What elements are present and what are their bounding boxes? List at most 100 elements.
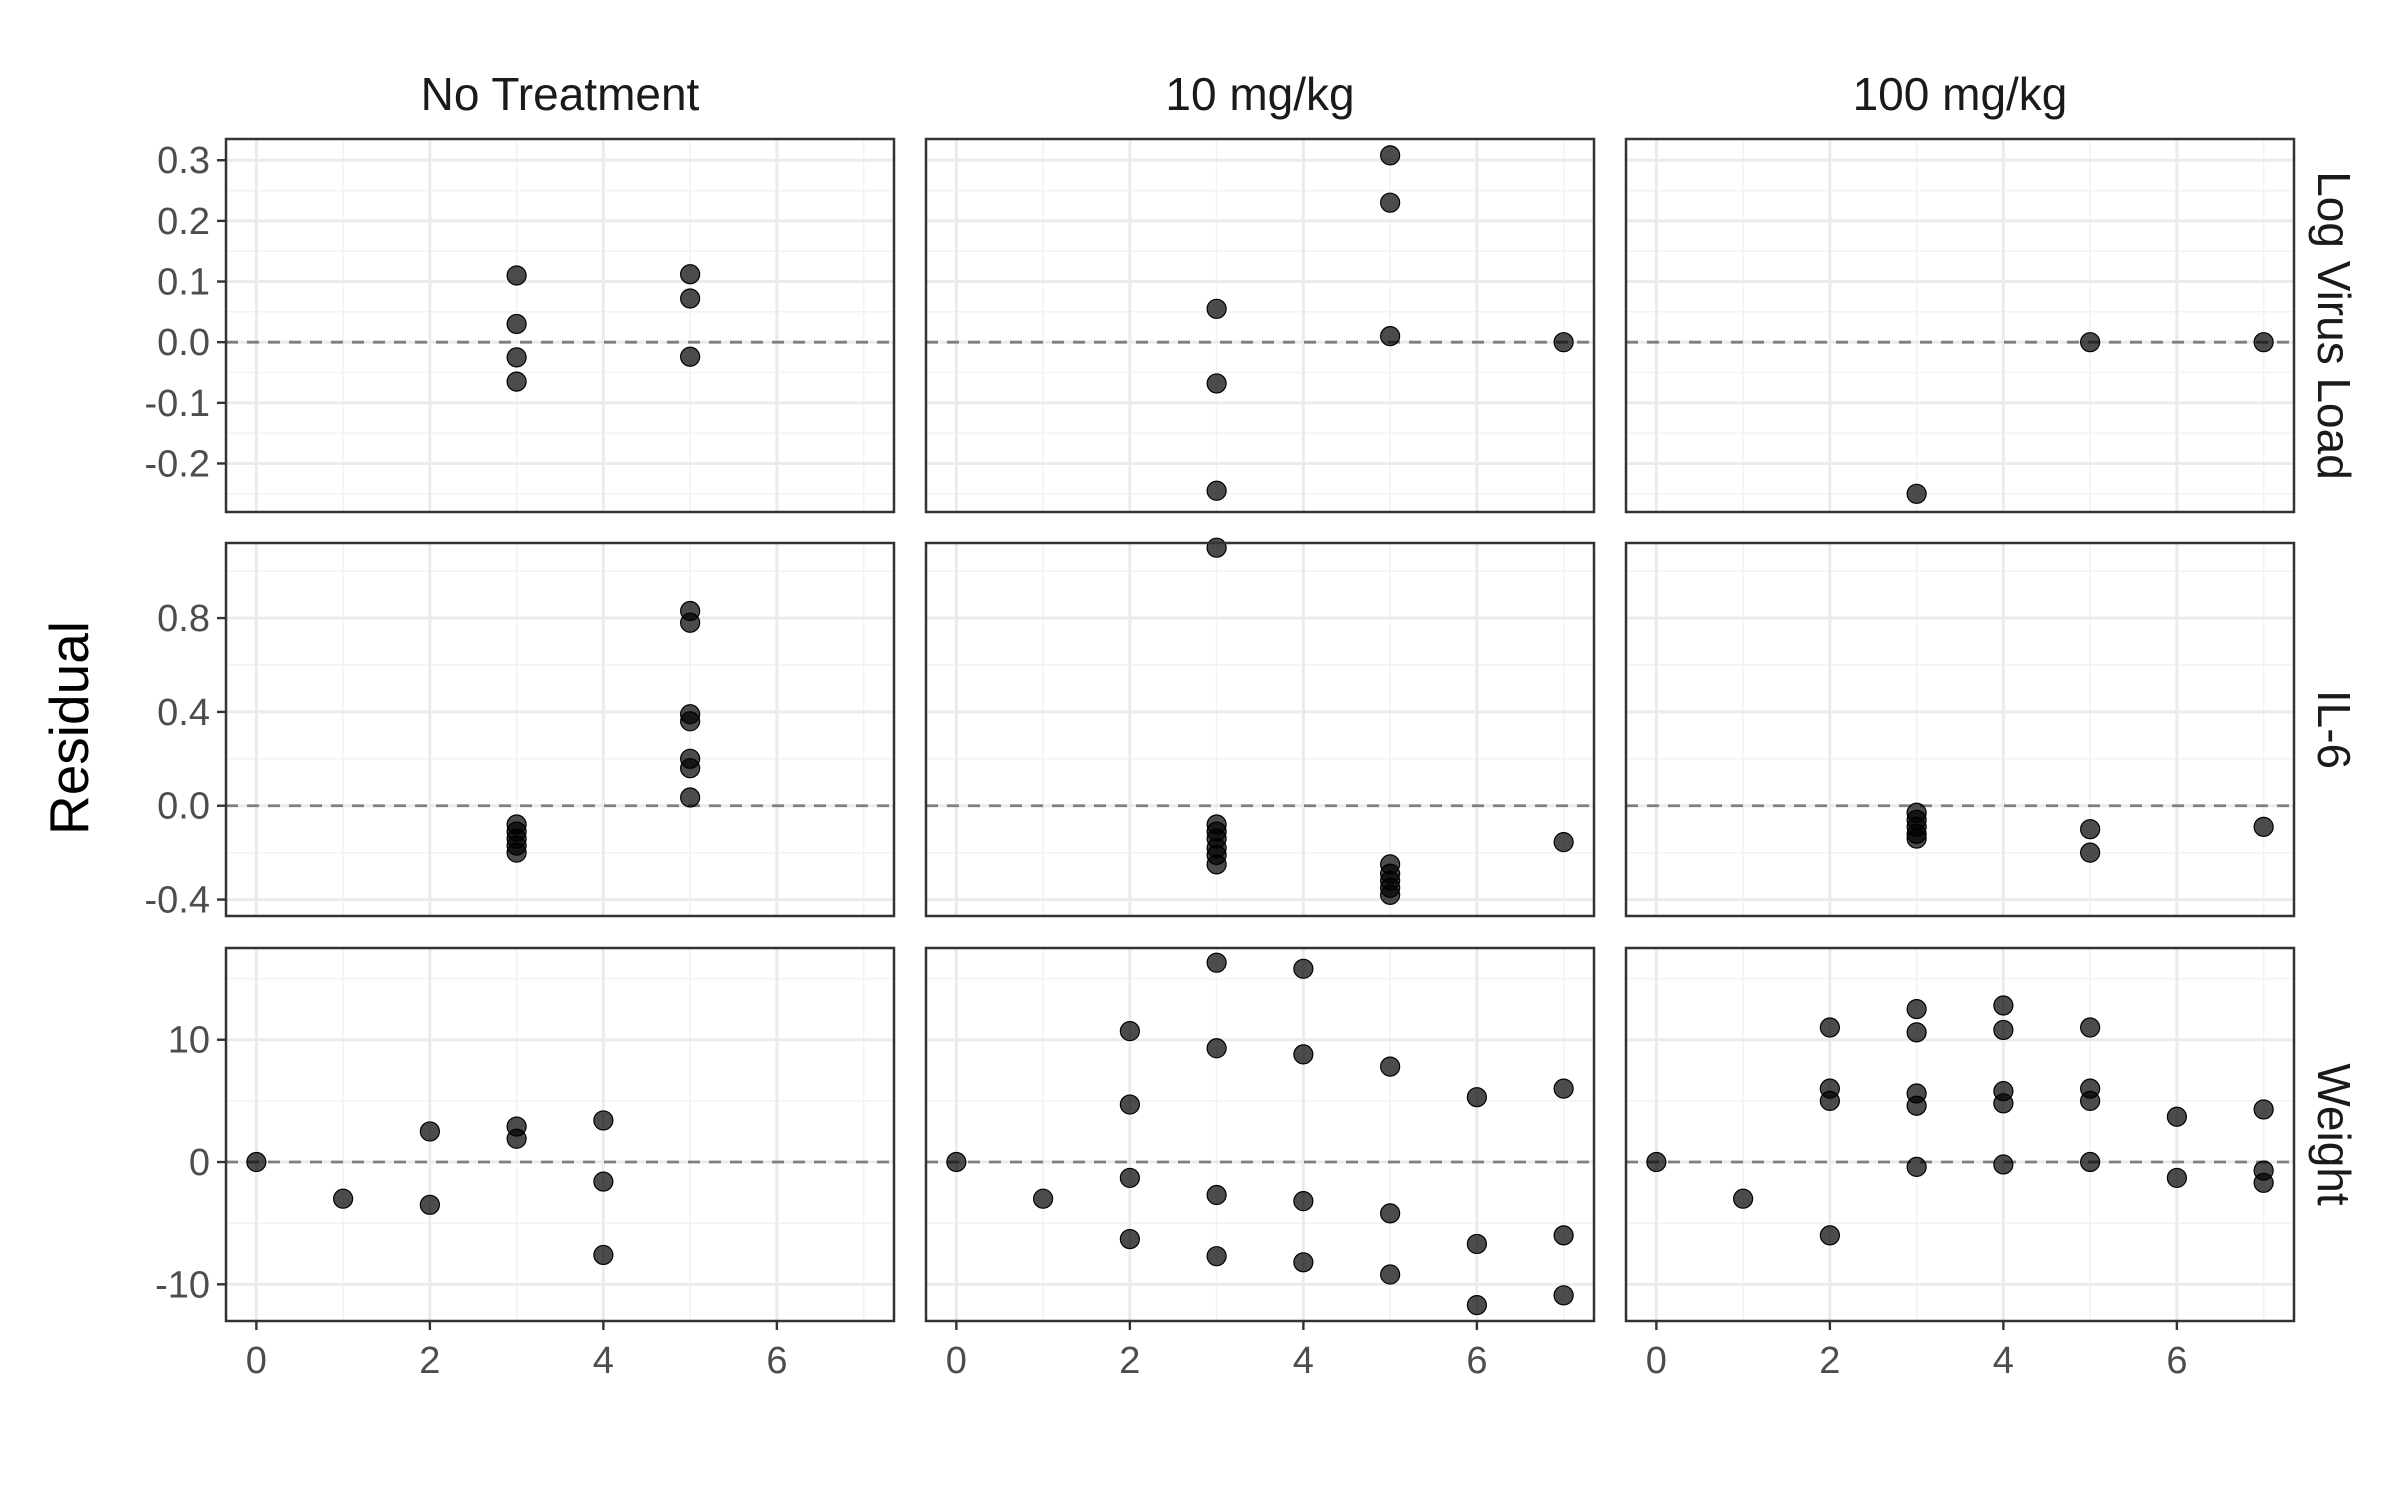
x-tick-label: 0 xyxy=(1646,1340,1667,1382)
data-point xyxy=(1293,958,1314,979)
x-tick-label: 2 xyxy=(419,1340,440,1382)
panel-background xyxy=(1626,139,2294,512)
data-point xyxy=(2080,1090,2101,1111)
data-point xyxy=(1553,832,1574,853)
facet-panels: No Treatment 10 mg/kg 100 mg/kg Log Virus L… xyxy=(145,68,2360,1382)
data-point xyxy=(1906,828,1927,849)
data-point xyxy=(1380,884,1401,905)
data-point xyxy=(2253,816,2274,837)
facet-row-label-il-6: IL-6 xyxy=(2308,690,2360,769)
data-point xyxy=(593,1110,614,1131)
y-tick-label: -10 xyxy=(155,1264,210,1306)
data-point xyxy=(1906,1156,1927,1178)
panel-il-6-100-mg-kg xyxy=(1624,541,2296,918)
panel-weight-no-treatment xyxy=(224,946,896,1323)
panel-border xyxy=(224,541,896,918)
data-point xyxy=(1993,1019,2014,1041)
panel-border xyxy=(224,137,896,514)
data-point xyxy=(2253,1172,2274,1193)
data-point xyxy=(1380,326,1401,347)
data-point xyxy=(1293,1252,1314,1273)
y-tick-label: 0.2 xyxy=(157,201,210,243)
data-point xyxy=(1206,1038,1227,1059)
data-point xyxy=(1553,1225,1574,1246)
data-point xyxy=(680,711,701,732)
data-point xyxy=(1466,1233,1487,1255)
data-point xyxy=(1993,1093,2014,1114)
data-point xyxy=(1380,1056,1401,1077)
panel-background xyxy=(926,948,1594,1321)
data-point xyxy=(2080,819,2101,840)
data-point xyxy=(946,1151,967,1173)
data-point xyxy=(506,371,527,392)
data-point xyxy=(1293,1044,1314,1065)
data-point xyxy=(1380,1264,1401,1285)
x-tick-label: 6 xyxy=(766,1340,787,1382)
data-point xyxy=(680,612,701,633)
data-point xyxy=(1293,1191,1314,1212)
panel-background xyxy=(226,543,894,916)
panel-border xyxy=(924,541,1596,918)
data-point xyxy=(1119,1228,1140,1250)
data-point xyxy=(1993,995,2014,1016)
data-point xyxy=(506,265,527,286)
y-tick-label: -0.1 xyxy=(145,383,210,425)
data-point xyxy=(333,1188,354,1209)
y-tick-label: 0.0 xyxy=(157,322,210,364)
panel-background xyxy=(1626,948,2294,1321)
panel-weight-100-mg-kg xyxy=(1624,946,2296,1323)
data-point xyxy=(1380,192,1401,213)
x-tick-label: 6 xyxy=(1466,1340,1487,1382)
facet-row-label-weight: Weight xyxy=(2308,1063,2360,1206)
y-tick-label: 0 xyxy=(189,1142,210,1184)
panel-border xyxy=(1624,137,2296,514)
panel-log-virus-load-10-mg-kg xyxy=(924,137,1596,514)
panel-il-6-no-treatment xyxy=(224,541,896,918)
data-point xyxy=(1906,999,1927,1020)
data-point xyxy=(246,1151,267,1173)
data-point xyxy=(1906,1095,1927,1116)
data-point xyxy=(1819,1225,1840,1246)
data-point xyxy=(506,1128,527,1149)
data-point xyxy=(506,313,527,335)
panel-background xyxy=(926,543,1594,916)
data-point xyxy=(1553,1285,1574,1306)
data-point xyxy=(680,264,701,285)
data-point xyxy=(1646,1151,1667,1173)
panel-log-virus-load-100-mg-kg xyxy=(1624,137,2296,514)
data-point xyxy=(1733,1188,1754,1209)
facet-row-label-log-virus-load: Log Virus Load xyxy=(2308,171,2360,480)
panel-log-virus-load-no-treatment xyxy=(224,137,896,514)
data-point xyxy=(1206,537,1227,558)
data-point xyxy=(1206,298,1227,319)
x-tick-label: 4 xyxy=(593,1340,614,1382)
data-point xyxy=(1819,1017,1840,1038)
panel-border xyxy=(1624,946,2296,1323)
y-tick-label: 10 xyxy=(168,1020,210,1062)
data-point xyxy=(1819,1090,1840,1111)
data-point xyxy=(1906,1022,1927,1043)
data-point xyxy=(2080,1017,2101,1038)
data-point xyxy=(1553,1078,1574,1099)
data-point xyxy=(506,842,527,863)
data-point xyxy=(2253,1099,2274,1120)
data-point xyxy=(2080,842,2101,863)
y-tick-label: 0.0 xyxy=(157,786,210,828)
x-tick-label: 0 xyxy=(946,1340,967,1382)
data-point xyxy=(593,1244,614,1266)
data-point xyxy=(1380,1203,1401,1224)
panel-il-6-10-mg-kg xyxy=(924,537,1596,918)
panel-border xyxy=(1624,541,2296,918)
panel-border xyxy=(924,137,1596,514)
data-point xyxy=(419,1194,440,1215)
data-point xyxy=(1033,1188,1054,1209)
facet-column-label-no-treatment: No Treatment xyxy=(421,68,700,120)
data-point xyxy=(1119,1167,1140,1189)
data-point xyxy=(1206,1184,1227,1206)
panel-background xyxy=(226,139,894,512)
facet-column-label-10-mg-kg: 10 mg/kg xyxy=(1165,68,1354,120)
x-tick-label: 2 xyxy=(1819,1340,1840,1382)
x-tick-label: 2 xyxy=(1119,1340,1140,1382)
data-point xyxy=(1466,1295,1487,1316)
